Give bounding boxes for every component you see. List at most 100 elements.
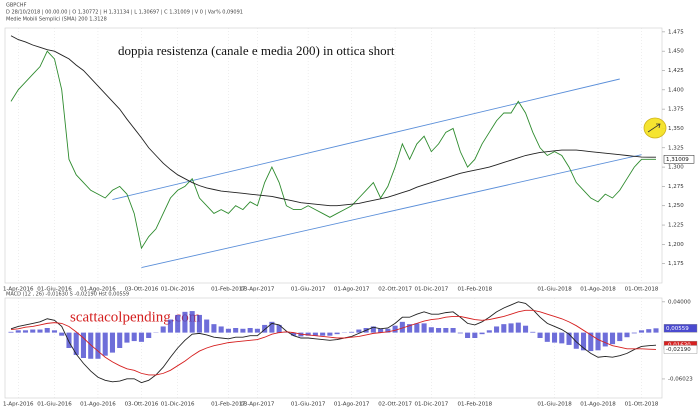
histogram-bar — [443, 328, 449, 333]
watermark: scattacolpending.com — [70, 309, 201, 325]
histogram-bar — [59, 332, 65, 336]
x-tick-label: 01-Giu-2017 — [291, 402, 326, 408]
x-tick-label: 1-Apr-2016 — [3, 402, 34, 408]
histogram-bar — [580, 332, 587, 351]
trendline — [141, 154, 642, 268]
trendline — [112, 78, 620, 200]
histogram-bar — [327, 332, 333, 336]
last-value-box — [663, 324, 698, 333]
highlight-arrow — [647, 123, 661, 133]
histogram-bar — [320, 332, 326, 336]
histogram-bar — [617, 332, 623, 342]
histogram-bar — [88, 332, 94, 359]
y-tick-label: 1,350 — [668, 126, 684, 132]
histogram-bar — [552, 332, 558, 343]
histogram-bar — [508, 323, 514, 333]
histogram-bar — [457, 332, 463, 334]
histogram-bar — [95, 332, 101, 359]
sma-info: Medie Mobili Semplici (SMA) 200 1,3128 — [6, 17, 107, 23]
series-line — [10, 301, 657, 384]
histogram-bar — [631, 332, 637, 334]
histogram-bar — [385, 328, 391, 333]
histogram-bar — [15, 330, 21, 333]
plot-layer: 1-Apr-2016 01-Giu-2016 01-Ago-2016 03-Ott-2… — [3, 28, 698, 408]
x-tick-label: 01-Ott-2018 — [625, 402, 659, 408]
histogram-bar — [51, 330, 58, 333]
y-tick-label: 1,225 — [668, 223, 684, 229]
y-tick-label: 1,275 — [668, 184, 684, 190]
price-frame — [4, 27, 663, 284]
y-tick-label: 1,400 — [668, 87, 684, 93]
histogram-bar — [392, 325, 398, 333]
x-tick-label: 03-Ott-2016 — [125, 287, 159, 293]
histogram-bar — [537, 332, 543, 338]
histogram-bar — [167, 319, 173, 333]
histogram-bar — [370, 326, 376, 333]
histogram-bar — [624, 332, 630, 338]
histogram-bar — [131, 332, 137, 342]
histogram-bar — [276, 324, 282, 333]
histogram-bar — [436, 328, 442, 333]
histogram-bar — [22, 330, 29, 333]
histogram-bar — [138, 332, 144, 342]
series-line — [10, 50, 657, 250]
histogram-bar — [269, 321, 275, 333]
histogram-bar — [515, 322, 521, 333]
y-tick-label: 1,375 — [668, 107, 684, 113]
histogram-bar — [218, 326, 224, 333]
last-price-box — [663, 155, 695, 164]
histogram-bar — [233, 328, 239, 333]
histogram-bar — [494, 326, 500, 333]
histogram-bar — [399, 321, 405, 333]
histogram-bar — [211, 324, 217, 333]
histogram-bar — [356, 329, 362, 333]
y-tick-label: -0,06023 — [668, 376, 693, 382]
series-line — [10, 35, 656, 207]
y-tick-label: 0,04000 — [668, 299, 691, 305]
histogram-bar — [80, 332, 87, 358]
x-tick-label: 01-Giu-2016 — [37, 287, 72, 293]
histogram-bar — [44, 328, 50, 333]
x-tick-label: 01-Giu-2018 — [537, 287, 572, 293]
macd-info: MACD (12 , 26) -0,01630 S -0,02190 Hst 0… — [6, 292, 129, 298]
histogram-bar — [595, 332, 601, 351]
annotation: doppia resistenza (canale e media 200) i… — [118, 43, 395, 58]
histogram-bar — [588, 332, 594, 352]
histogram-bar — [189, 311, 195, 333]
symbol: GBPCHF — [6, 3, 27, 9]
histogram-bar — [262, 324, 268, 333]
x-tick-label: 01-Ago-2018 — [580, 402, 616, 408]
histogram-bar — [160, 326, 166, 333]
y-tick-label: 1,450 — [668, 49, 684, 55]
histogram-bar — [501, 324, 507, 333]
y-tick-label: 1,175 — [668, 261, 684, 267]
histogram-bar — [472, 332, 478, 338]
histogram-bar — [638, 330, 645, 333]
histogram-bar — [566, 332, 572, 345]
series-line — [10, 309, 657, 376]
histogram-bar — [450, 328, 456, 333]
histogram-bar — [378, 328, 384, 333]
y-tick-label: 1,300 — [668, 165, 684, 171]
histogram-bar — [30, 329, 36, 333]
histogram-bar — [240, 328, 246, 333]
histogram-bar — [334, 332, 340, 335]
y-tick-label: 1,325 — [668, 145, 684, 151]
histogram-bar — [109, 332, 115, 353]
histogram-bar — [312, 332, 318, 336]
histogram-bar — [465, 332, 471, 338]
last-price-label: 1,31009 — [666, 157, 689, 163]
histogram-bar — [66, 332, 72, 348]
histogram-bar — [37, 329, 43, 333]
last-value-label: 0,00559 — [666, 326, 689, 332]
histogram-bar — [573, 332, 579, 349]
histogram-bar — [73, 332, 79, 355]
x-tick-label: 01-Ott-2018 — [625, 287, 659, 293]
x-tick-label: 02-Ott-2017 — [378, 402, 412, 408]
histogram-bar — [102, 332, 108, 356]
last-value-label: -0,02190 — [666, 347, 691, 353]
histogram-bar — [544, 332, 550, 342]
x-tick-label: 03-Apr-2017 — [240, 402, 275, 408]
histogram-bar — [530, 331, 536, 333]
x-tick-label: 01-Ago-2018 — [580, 287, 616, 293]
